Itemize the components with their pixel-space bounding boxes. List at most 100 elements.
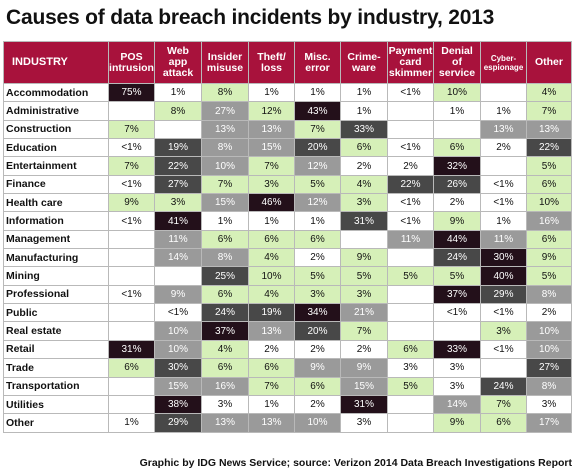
value-cell: 8%	[201, 248, 249, 268]
value-cell: 8%	[154, 101, 202, 121]
value-cell: 13%	[201, 119, 249, 140]
value-cell: 16%	[201, 376, 249, 396]
value-cell: 5%	[526, 156, 572, 176]
value-cell	[340, 229, 388, 250]
value-cell: 8%	[201, 82, 249, 103]
value-cell: 10%	[526, 339, 572, 360]
value-cell: 3%	[294, 284, 341, 305]
value-cell: 10%	[526, 321, 572, 341]
value-cell: 12%	[248, 101, 295, 121]
value-cell: 22%	[154, 156, 202, 176]
value-cell: 6%	[248, 358, 295, 378]
value-cell: 15%	[248, 138, 295, 158]
value-cell: 4%	[248, 248, 295, 268]
value-cell: 37%	[201, 321, 249, 341]
breach-table-container: INDUSTRY POS intrusion Web app attack Insider…	[3, 41, 572, 433]
industry-label: Retail	[3, 339, 109, 360]
value-cell: 11%	[480, 229, 527, 250]
industry-label: Education	[3, 138, 109, 158]
industry-label: Administrative	[3, 101, 109, 121]
value-cell: <1%	[433, 303, 481, 323]
value-cell: 41%	[154, 211, 202, 231]
industry-label: Entertainment	[3, 156, 109, 176]
value-cell: 2%	[526, 303, 572, 323]
value-cell: 24%	[480, 376, 527, 396]
value-cell: 3%	[248, 174, 295, 195]
industry-label: Management	[3, 229, 109, 250]
value-cell: 12%	[294, 156, 341, 176]
column-header-line: Payment	[388, 45, 433, 57]
value-cell: 10%	[248, 266, 295, 286]
value-cell	[108, 266, 155, 286]
value-cell: 44%	[433, 229, 481, 250]
column-header: Theft/loss	[248, 41, 295, 84]
table-body: Accommodation 75% 1% 8% 1% 1% 1% <1% 10% 4% Admini…	[3, 82, 572, 433]
value-cell: 3%	[340, 284, 388, 305]
value-cell: 1%	[294, 82, 341, 103]
value-cell: 32%	[433, 156, 481, 176]
value-cell: 16%	[526, 211, 572, 231]
column-header: Misc. error	[294, 41, 341, 84]
table-row: Public <1% 24% 19% 34% 21% <1% <1% 2%	[3, 303, 572, 323]
industry-label: Professional	[3, 284, 109, 305]
value-cell: 5%	[294, 266, 341, 286]
industry-label: Real estate	[3, 321, 109, 341]
industry-label: Health care	[3, 193, 109, 213]
value-cell	[480, 156, 527, 176]
column-header: Insider misuse	[201, 41, 249, 84]
value-cell: 3%	[340, 413, 388, 433]
value-cell: 13%	[480, 119, 527, 140]
table-row: Management 11% 6% 6% 6% 11% 44% 11% 6%	[3, 229, 572, 250]
table-row: Manufacturing 14% 8% 4% 2% 9% 24% 30% 9%	[3, 248, 572, 268]
value-cell: 22%	[387, 174, 434, 195]
value-cell: 5%	[294, 174, 341, 195]
industry-label: Utilities	[3, 394, 109, 415]
value-cell: 10%	[154, 321, 202, 341]
table-row: Administrative 8% 27% 12% 43% 1% 1% 1% 7%	[3, 101, 572, 121]
value-cell: 5%	[526, 266, 572, 286]
value-cell: 12%	[294, 193, 341, 213]
value-cell: <1%	[108, 138, 155, 158]
value-cell: 8%	[526, 284, 572, 305]
value-cell: 34%	[294, 303, 341, 323]
value-cell	[387, 413, 434, 433]
value-cell: 75%	[108, 82, 155, 103]
value-cell: 5%	[387, 266, 434, 286]
value-cell: 5%	[433, 266, 481, 286]
value-cell: 11%	[154, 229, 202, 250]
value-cell: 10%	[526, 193, 572, 213]
industry-label: Accommodation	[3, 82, 109, 103]
value-cell: 10%	[433, 82, 481, 103]
value-cell: 31%	[108, 339, 155, 360]
column-header-line: error	[305, 61, 330, 74]
value-cell	[108, 321, 155, 341]
value-cell: 7%	[108, 119, 155, 140]
value-cell: 13%	[201, 413, 249, 433]
column-header-line: of	[452, 56, 462, 68]
column-header: Denial of service	[433, 41, 481, 84]
value-cell: 6%	[526, 229, 572, 250]
value-cell: 10%	[154, 339, 202, 360]
value-cell: 2%	[248, 339, 295, 360]
value-cell: 9%	[108, 193, 155, 213]
value-cell	[154, 119, 202, 140]
value-cell: 21%	[340, 303, 388, 323]
industry-label: Other	[3, 413, 109, 433]
value-cell: 19%	[248, 303, 295, 323]
value-cell: 6%	[201, 229, 249, 250]
value-cell: 9%	[154, 284, 202, 305]
value-cell	[108, 101, 155, 121]
industry-label: Mining	[3, 266, 109, 286]
value-cell: 1%	[340, 101, 388, 121]
value-cell: 1%	[294, 211, 341, 231]
value-cell: 6%	[248, 229, 295, 250]
table-row: Trade 6% 30% 6% 6% 9% 9% 3% 3% 27%	[3, 358, 572, 378]
column-header: POS intrusion	[108, 41, 155, 84]
value-cell: <1%	[387, 211, 434, 231]
value-cell: 7%	[108, 156, 155, 176]
value-cell: 27%	[154, 174, 202, 195]
value-cell: 6%	[108, 358, 155, 378]
value-cell: 1%	[248, 211, 295, 231]
value-cell: 15%	[154, 376, 202, 396]
value-cell	[387, 394, 434, 415]
